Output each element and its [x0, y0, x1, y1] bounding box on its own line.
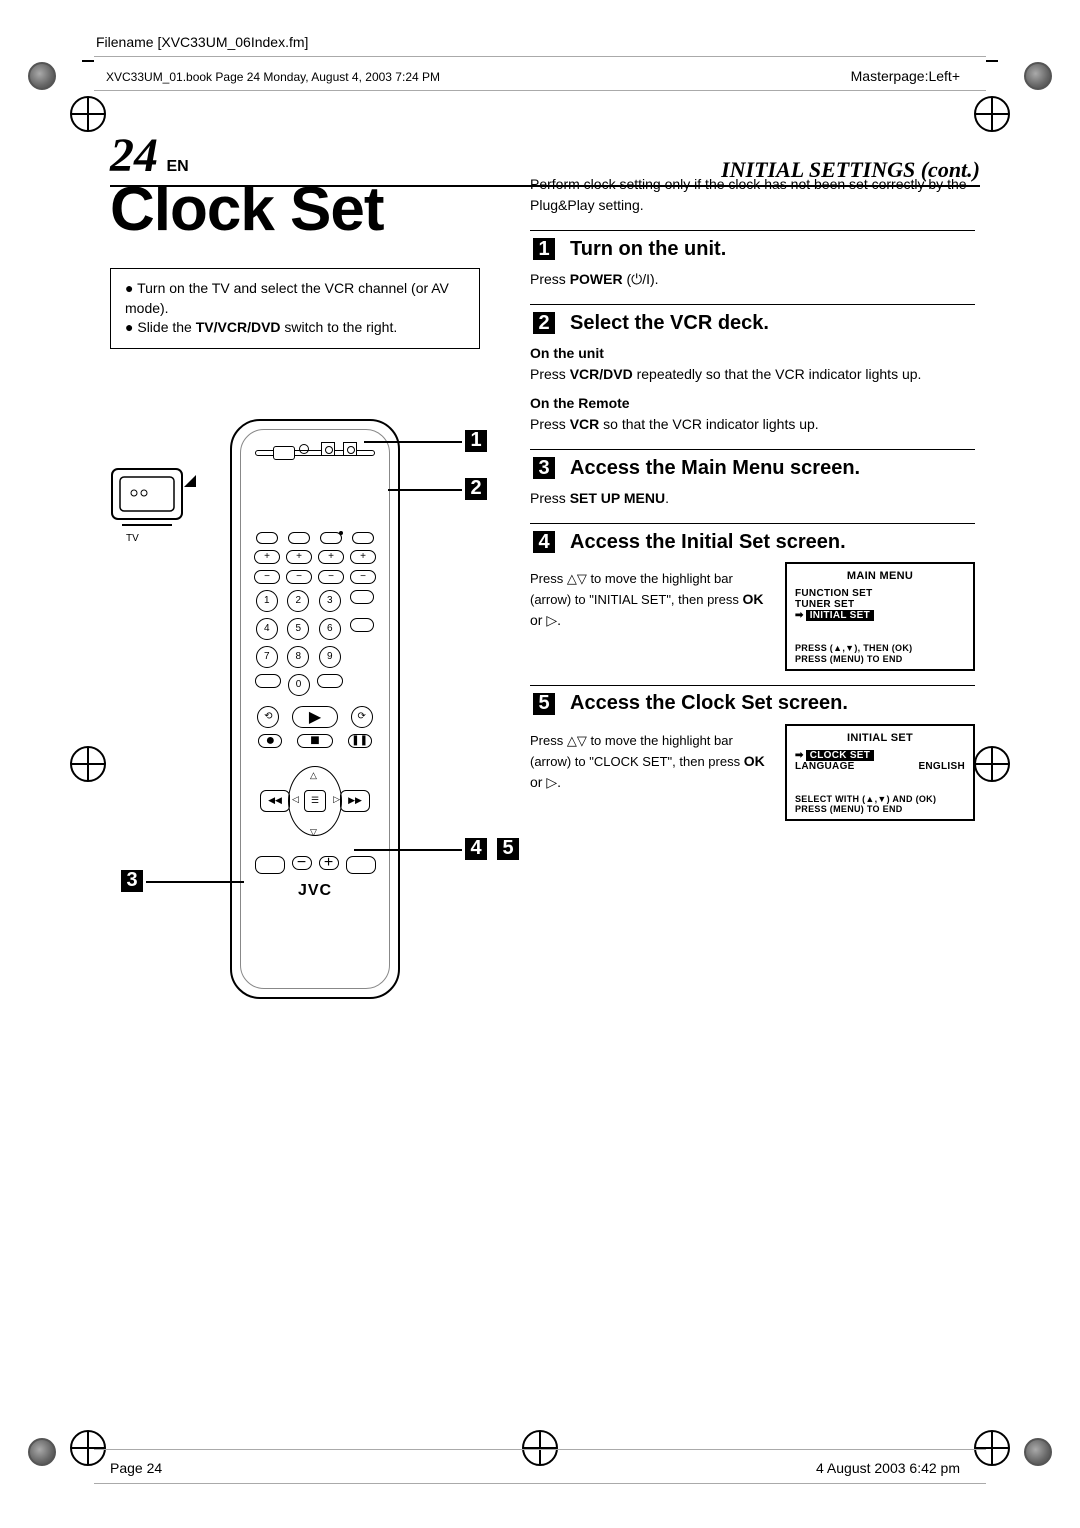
osd-main-menu: MAIN MENU FUNCTION SET TUNER SET INITIAL… [785, 562, 975, 671]
right-column: Perform clock setting only if the clock … [530, 168, 975, 821]
rule [94, 1483, 986, 1484]
note-item: Turn on the TV and select the VCR channe… [125, 279, 465, 318]
preconditions-box: Turn on the TV and select the VCR channe… [110, 268, 480, 349]
crop-line [82, 60, 94, 62]
osd-title: INITIAL SET [795, 732, 965, 744]
step-5-row: Press △▽ to move the highlight bar (arro… [530, 724, 975, 822]
step-2-head: 2 Select the VCR deck. [530, 304, 975, 337]
lang-label: EN [166, 158, 188, 175]
step-title: Access the Initial Set screen. [570, 531, 846, 554]
callout-1: 1 [462, 427, 490, 455]
osd-footer: PRESS (▲,▼), THEN (OK) PRESS (MENU) TO E… [795, 643, 965, 665]
page-title: Clock Set [110, 174, 384, 245]
osd-item: FUNCTION SET [795, 588, 965, 599]
registration-mark-icon [70, 746, 106, 782]
callout-3: 3 [118, 867, 146, 895]
osd-title: MAIN MENU [795, 570, 965, 582]
remote-inner: + + + + − − − − 123 [240, 429, 390, 989]
leader-line [364, 441, 464, 443]
note-item: Slide the TV/VCR/DVD switch to the right… [125, 318, 465, 338]
step-number-2: 2 [530, 309, 558, 337]
stop-row: ● ■ ❚❚ [251, 734, 379, 748]
osd-item-selected: INITIAL SET [795, 610, 965, 621]
intro-text: Perform clock setting only if the clock … [530, 174, 975, 216]
num-row-0: 0 [251, 674, 379, 696]
step-4-body: Press △▽ to move the highlight bar (arro… [530, 568, 769, 631]
num-row-2: 456 [251, 618, 379, 640]
step-title: Select the VCR deck. [570, 312, 769, 335]
leader-line [146, 881, 244, 883]
step-3-body: Press SET UP MENU. [530, 488, 975, 509]
remote-outline: + + + + − − − − 123 [230, 419, 400, 999]
step-4-head: 4 Access the Initial Set screen. [530, 523, 975, 556]
rule [94, 90, 986, 91]
printer-mark-icon [28, 1438, 56, 1466]
left-column: Clock Set Turn on the TV and select the … [110, 238, 480, 1049]
registration-mark-icon [70, 96, 106, 132]
osd-footer: SELECT WITH (▲,▼) AND (OK) PRESS (MENU) … [795, 794, 965, 816]
manual-page: Filename [XVC33UM_06Index.fm] XVC33UM_01… [0, 0, 1080, 1528]
leader-line [354, 849, 464, 851]
step-number-5: 5 [530, 690, 558, 718]
mode-row [251, 532, 379, 544]
remote-diagram: TV [110, 409, 480, 1049]
osd-item-selected: CLOCK SET [795, 750, 965, 761]
registration-mark-icon [522, 1430, 558, 1466]
rule [94, 1449, 986, 1450]
registration-mark-icon [70, 1430, 106, 1466]
step-number-1: 1 [530, 235, 558, 263]
callout-5: 5 [494, 835, 522, 863]
step-1-body: Press POWER (⏻/I). [530, 269, 975, 290]
printer-mark-icon [1024, 62, 1052, 90]
step-5-head: 5 Access the Clock Set screen. [530, 685, 975, 718]
dpad: ◀◀ ▶▶ ☰ △ ▽ ◁ ▷ [260, 760, 370, 844]
step-1-head: 1 Turn on the unit. [530, 230, 975, 263]
registration-mark-icon [974, 1430, 1010, 1466]
step-number-4: 4 [530, 528, 558, 556]
osd-item: LANGUAGE ENGLISH [795, 761, 965, 772]
callout-2: 2 [462, 475, 490, 503]
registration-mark-icon [974, 96, 1010, 132]
crop-line [986, 60, 998, 62]
plus-row: + + + + [251, 550, 379, 564]
step-3-head: 3 Access the Main Menu screen. [530, 449, 975, 482]
bookline-label: XVC33UM_01.book Page 24 Monday, August 4… [106, 70, 440, 84]
step-number-3: 3 [530, 454, 558, 482]
leader-line [388, 489, 464, 491]
printer-mark-icon [1024, 1438, 1052, 1466]
num-row-1: 123 [251, 590, 379, 612]
footer-date: 4 August 2003 6:42 pm [816, 1460, 960, 1476]
transport-row: ⟲ ▶ ⟳ [251, 706, 379, 728]
slide-switch [255, 444, 375, 462]
filename-label: Filename [XVC33UM_06Index.fm] [96, 34, 308, 50]
content-area: 24 EN INITIAL SETTINGS (cont.) Clock Set… [110, 128, 980, 1368]
tv-icon: TV [110, 467, 200, 552]
minus-row: − − − − [251, 570, 379, 584]
step-5-body: Press △▽ to move the highlight bar (arro… [530, 730, 769, 793]
step-title: Turn on the unit. [570, 238, 726, 261]
menu-row: − + [251, 856, 379, 874]
rule [94, 56, 986, 57]
footer-page: Page 24 [110, 1460, 162, 1476]
step-title: Access the Clock Set screen. [570, 692, 848, 715]
brand-label: JVC [241, 882, 389, 900]
step-title: Access the Main Menu screen. [570, 457, 860, 480]
step-4-row: Press △▽ to move the highlight bar (arro… [530, 562, 975, 671]
osd-initial-set: INITIAL SET CLOCK SET LANGUAGE ENGLISH S… [785, 724, 975, 822]
step-2-body: On the unit Press VCR/DVD repeatedly so … [530, 343, 975, 435]
printer-mark-icon [28, 62, 56, 90]
masterpage-label: Masterpage:Left+ [851, 68, 960, 84]
svg-text:TV: TV [126, 533, 139, 544]
osd-item: TUNER SET [795, 599, 965, 610]
callout-4: 4 [462, 835, 490, 863]
num-row-3: 789 [251, 646, 379, 668]
